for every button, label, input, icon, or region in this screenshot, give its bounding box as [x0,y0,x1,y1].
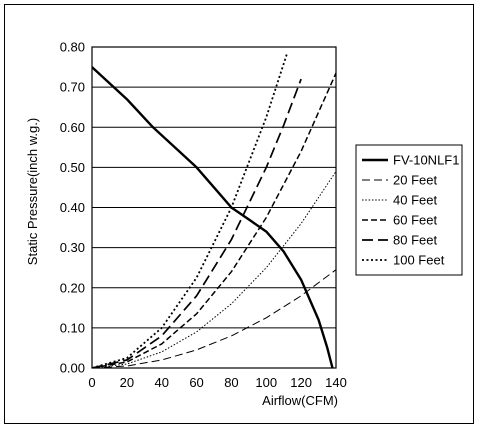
x-tick-label: 100 [255,375,277,390]
series-line-3 [92,72,336,368]
x-tick-label: 120 [290,375,312,390]
y-tick-label: 0.10 [60,320,85,335]
y-tick-label: 0.20 [60,280,85,295]
x-axis-ticks: 0 20 40 60 80 100 120 140 [88,375,346,390]
y-tick-label: 0.70 [60,80,85,95]
x-tick-label: 140 [325,375,347,390]
y-tick-label: 0.50 [60,160,85,175]
series-line-1 [92,269,336,368]
series-line-4 [92,78,302,368]
legend-entry-label: 40 Feet [393,193,437,208]
series-line-0 [92,66,334,368]
y-axis-label: Static Pressure(inch w.g.) [25,118,40,265]
y-tick-label: 0.40 [60,200,85,215]
series-line-5 [92,52,289,368]
x-tick-label: 20 [120,375,134,390]
legend: FV-10NLF1 20 Feet 40 Feet 60 Feet 80 Feet 100… [355,144,463,276]
x-tick-label: 0 [88,375,95,390]
legend-entry-label: FV-10NLF1 [393,153,459,168]
legend-entry-label: 80 Feet [393,233,437,248]
x-tick-label: 60 [189,375,203,390]
x-tick-label: 40 [154,375,168,390]
legend-entry-label: 100 Feet [393,253,445,268]
y-tick-label: 0.80 [60,40,85,55]
grid-lines [92,46,336,369]
y-tick-label: 0.00 [60,361,85,376]
y-axis-ticks: 0.00 0.10 0.20 0.30 0.40 0.50 0.60 0.70 0.80 [60,40,85,376]
x-axis-label: Airflow(CFM) [262,393,338,408]
y-tick-label: 0.60 [60,120,85,135]
legend-entry-label: 20 Feet [393,173,437,188]
plot-area-border [91,46,337,369]
y-tick-label: 0.30 [60,240,85,255]
series-line-2 [92,171,336,368]
legend-box [355,144,463,276]
legend-entry-label: 60 Feet [393,213,437,228]
series-layer [92,52,336,368]
x-tick-label: 80 [224,375,238,390]
